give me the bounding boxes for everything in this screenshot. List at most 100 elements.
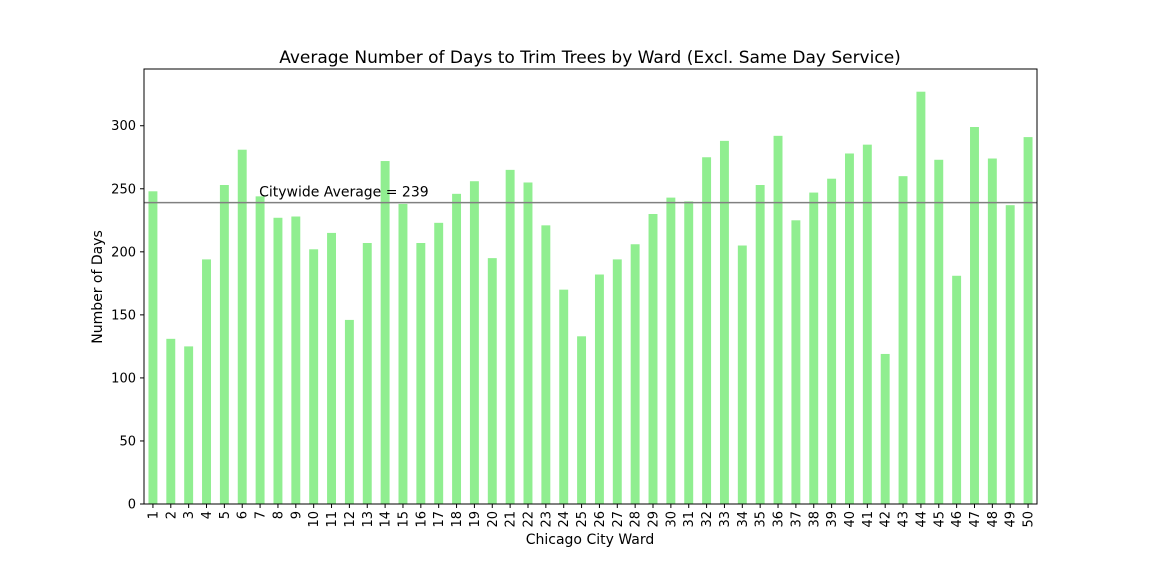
bar-ward-24	[559, 289, 569, 504]
bar-ward-36	[773, 135, 783, 504]
y-axis-label: Number of Days	[90, 230, 106, 344]
x-tick-label: 4	[200, 511, 215, 519]
citywide-average-group: Citywide Average = 239	[144, 185, 1037, 204]
x-tick-label: 29	[647, 511, 662, 528]
y-tick-label: 200	[111, 245, 136, 260]
x-tick-label: 19	[468, 511, 483, 528]
bar-ward-34	[737, 245, 747, 504]
bar-ward-5	[219, 185, 229, 504]
x-tick-label: 47	[968, 511, 983, 528]
x-tick-label: 5	[218, 511, 233, 519]
y-tick-label: 150	[111, 308, 136, 323]
bar-ward-38	[809, 192, 819, 504]
x-tick-label: 42	[879, 511, 894, 528]
bar-ward-8	[273, 217, 283, 504]
bar-ward-19	[469, 181, 479, 504]
x-tick-label: 12	[343, 511, 358, 528]
bar-ward-39	[827, 178, 837, 504]
x-tick-label: 15	[396, 511, 411, 528]
x-tick-label: 48	[986, 511, 1001, 528]
x-tick-label: 31	[682, 511, 697, 528]
bar-ward-18	[452, 193, 462, 504]
citywide-average-label: Citywide Average = 239	[259, 185, 429, 201]
x-tick-label: 6	[236, 511, 251, 519]
bar-ward-15	[398, 203, 408, 504]
bar-ward-49	[1005, 205, 1015, 505]
bar-ward-20	[487, 258, 497, 504]
bar-ward-47	[970, 127, 979, 504]
x-tick-label: 40	[843, 511, 858, 528]
bar-ward-3	[184, 346, 194, 504]
x-tick-label: 49	[1004, 511, 1019, 528]
bar-ward-16	[416, 243, 426, 504]
bar-group	[148, 91, 1033, 505]
bar-ward-50	[1023, 137, 1033, 504]
x-tick-label: 25	[575, 511, 590, 528]
x-tick-label: 39	[825, 511, 840, 528]
y-tick-label: 250	[111, 182, 136, 197]
x-tick-label: 7	[254, 511, 269, 519]
bar-ward-35	[755, 185, 765, 504]
x-tick-label: 33	[718, 511, 733, 528]
y-tick-label: 0	[128, 498, 136, 513]
bar-ward-13	[362, 243, 372, 504]
x-tick-label: 10	[307, 511, 322, 528]
x-tick-label: 45	[932, 511, 947, 528]
bar-ward-22	[523, 182, 533, 505]
bar-ward-45	[934, 159, 944, 504]
x-tick-label: 44	[914, 511, 929, 528]
x-tick-label: 38	[807, 511, 822, 528]
bar-ward-9	[291, 216, 301, 504]
bar-ward-42	[880, 353, 890, 504]
chart-title: Average Number of Days to Trim Trees by …	[279, 48, 901, 68]
y-tick-label: 50	[119, 434, 136, 449]
bar-ward-40	[845, 153, 854, 505]
x-tick-label: 50	[1022, 511, 1037, 528]
bar-ward-44	[916, 91, 926, 504]
bar-ward-21	[505, 169, 515, 504]
bar-ward-26	[594, 274, 604, 504]
bar-ward-32	[702, 157, 712, 504]
x-tick-label: 30	[664, 511, 679, 528]
bar-ward-31	[684, 201, 694, 504]
plot-frame	[143, 68, 1038, 505]
bar-ward-4	[202, 259, 211, 504]
bar-ward-14	[380, 161, 390, 505]
x-tick-label: 24	[557, 511, 572, 528]
y-tick-label: 100	[111, 371, 136, 386]
bar-ward-1	[148, 191, 158, 505]
bar-ward-30	[666, 197, 676, 505]
bar-ward-43	[898, 176, 908, 505]
bar-ward-28	[630, 244, 640, 504]
x-tick-label: 34	[736, 511, 751, 528]
bar-ward-6	[237, 149, 247, 504]
bar-ward-27	[612, 259, 622, 504]
x-tick-label: 14	[379, 511, 394, 528]
x-tick-label: 11	[325, 511, 340, 528]
bar-ward-12	[344, 319, 354, 504]
bar-ward-46	[952, 275, 962, 504]
x-tick-label: 3	[182, 511, 197, 519]
x-tick-label: 36	[772, 511, 787, 528]
x-tick-label: 23	[539, 511, 554, 528]
x-tick-label: 2	[164, 511, 179, 519]
y-axis: 0 50 100 150 200 250 300	[111, 119, 144, 513]
x-tick-label: 27	[611, 511, 626, 528]
bar-ward-10	[309, 249, 319, 504]
x-tick-label: 20	[486, 511, 501, 528]
bar-ward-29	[648, 214, 658, 504]
y-tick-label: 300	[111, 119, 136, 134]
x-tick-label: 8	[271, 511, 286, 519]
x-tick-label: 41	[861, 511, 876, 528]
x-tick-label: 18	[450, 511, 465, 528]
x-tick-label: 1	[146, 511, 161, 519]
bar-ward-23	[541, 225, 551, 504]
x-tick-label: 21	[504, 511, 519, 528]
x-tick-label: 9	[289, 511, 304, 519]
bar-ward-7	[255, 196, 265, 504]
bar-ward-37	[791, 220, 801, 505]
x-tick-label: 37	[789, 511, 804, 528]
bar-ward-17	[434, 222, 444, 504]
bar-ward-11	[327, 232, 336, 504]
x-axis-label: Chicago City Ward	[526, 532, 655, 548]
